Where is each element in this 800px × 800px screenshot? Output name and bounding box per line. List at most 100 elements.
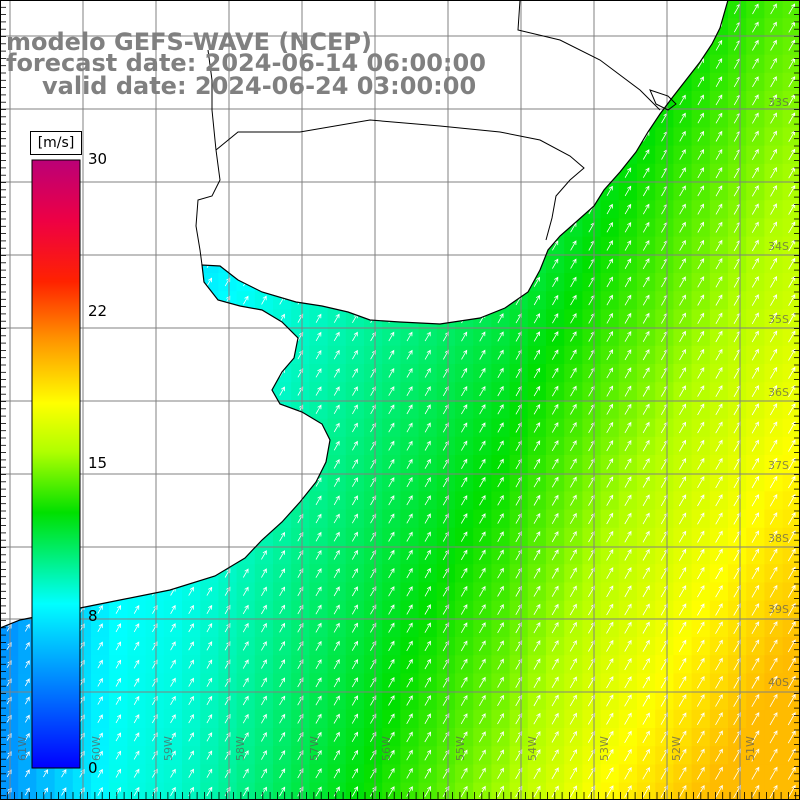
wind-arrow: [551, 730, 559, 743]
wind-arrow: [696, 730, 705, 744]
wind-arrow: [624, 458, 632, 470]
wind-arrow: [606, 512, 614, 525]
wind-speed-cell: [436, 564, 456, 583]
wind-arrow: [787, 530, 796, 543]
wind-speed-cell: [582, 509, 602, 529]
wind-speed-cell: [764, 691, 784, 711]
wind-arrow: [696, 657, 705, 671]
wind-speed-cell: [273, 691, 292, 711]
wind-speed-cell: [327, 345, 347, 365]
wind-speed-cell: [691, 345, 711, 365]
wind-speed-cell: [436, 655, 456, 674]
wind-speed-cell: [400, 655, 420, 674]
wind-speed-cell: [436, 582, 456, 602]
wind-speed-cell: [527, 418, 547, 438]
wind-speed-cell: [709, 309, 729, 329]
wind-arrow: [424, 713, 431, 724]
wind-speed-cell: [527, 327, 547, 347]
wind-arrow: [715, 639, 723, 653]
wind-speed-cell: [709, 254, 729, 274]
wind-speed-cell: [637, 254, 656, 274]
wind-speed-cell: [582, 364, 602, 383]
wind-arrow: [697, 258, 705, 270]
wind-speed-cell: [600, 637, 620, 656]
wind-arrow: [261, 695, 267, 706]
wind-speed-cell: [309, 618, 329, 638]
wind-speed-cell: [655, 746, 674, 765]
wind-arrow: [479, 367, 486, 378]
wind-speed-cell: [273, 673, 292, 693]
wind-speed-cell: [582, 618, 602, 638]
wind-speed-cell: [527, 309, 547, 329]
wind-speed-cell: [236, 637, 256, 656]
wind-speed-cell: [618, 455, 638, 474]
wind-arrow: [642, 549, 650, 561]
wind-arrow: [497, 349, 504, 360]
wind-speed-cell: [618, 564, 638, 583]
wind-arrow: [406, 695, 413, 706]
wind-arrow: [715, 439, 723, 452]
wind-speed-cell: [491, 345, 511, 365]
wind-speed-cell: [709, 36, 729, 56]
wind-arrow: [733, 712, 742, 726]
wind-speed-cell: [691, 618, 711, 638]
wind-arrow: [624, 330, 632, 342]
wind-arrow: [751, 330, 759, 343]
wind-arrow: [624, 385, 632, 397]
wind-speed-cell: [455, 618, 474, 638]
wind-arrow: [497, 476, 504, 488]
wind-speed-cell: [655, 200, 674, 219]
wind-arrow: [624, 567, 632, 579]
wind-arrow: [569, 676, 577, 689]
wind-speed-cell: [382, 673, 401, 693]
wind-speed-cell: [691, 491, 711, 511]
wind-arrow: [787, 693, 796, 707]
wind-speed-cell: [728, 618, 747, 638]
wind-arrow: [624, 548, 632, 561]
wind-arrow: [97, 732, 103, 742]
wind-arrow: [606, 603, 614, 616]
wind-speed-cell: [546, 254, 565, 274]
wind-speed-cell: [637, 436, 656, 456]
wind-speed-cell: [655, 345, 674, 365]
wind-arrow: [678, 639, 687, 653]
wind-speed-cell: [345, 400, 365, 420]
wind-arrow: [642, 603, 650, 616]
wind-speed-cell: [709, 182, 729, 201]
wind-arrow: [770, 221, 778, 234]
wind-speed-cell: [655, 691, 674, 711]
wind-speed-cell: [364, 527, 383, 547]
wind-arrow: [461, 476, 468, 488]
wind-speed-cell: [764, 127, 784, 147]
wind-speed-cell: [418, 728, 438, 747]
wind-speed-cell: [309, 655, 329, 674]
wind-arrow: [788, 221, 796, 234]
wind-speed-cell: [746, 582, 765, 602]
wind-speed-cell: [491, 436, 511, 456]
wind-speed-cell: [546, 345, 565, 365]
wind-speed-cell: [327, 655, 347, 674]
wind-speed-cell: [764, 400, 784, 420]
wind-arrow: [478, 749, 486, 761]
wind-arrow: [715, 675, 723, 689]
wind-arrow: [715, 167, 723, 179]
wind-arrow: [787, 657, 796, 671]
wind-speed-cell: [600, 327, 620, 347]
wind-speed-cell: [637, 163, 656, 183]
wind-arrow: [697, 167, 705, 179]
wind-speed-cell: [691, 527, 711, 547]
wind-speed-cell: [509, 418, 529, 438]
wind-arrow: [751, 548, 759, 562]
wind-arrow: [97, 768, 103, 778]
wind-speed-cell: [491, 709, 511, 729]
wind-speed-cell: [382, 491, 401, 511]
wind-speed-cell: [364, 728, 383, 747]
wind-speed-cell: [0, 673, 19, 693]
wind-speed-cell: [527, 691, 547, 711]
wind-arrow: [170, 786, 176, 797]
wind-speed-cell: [600, 509, 620, 529]
wind-arrow: [115, 623, 122, 633]
wind-speed-cell: [582, 491, 602, 511]
wind-arrow: [460, 749, 468, 761]
wind-arrow: [678, 585, 687, 598]
